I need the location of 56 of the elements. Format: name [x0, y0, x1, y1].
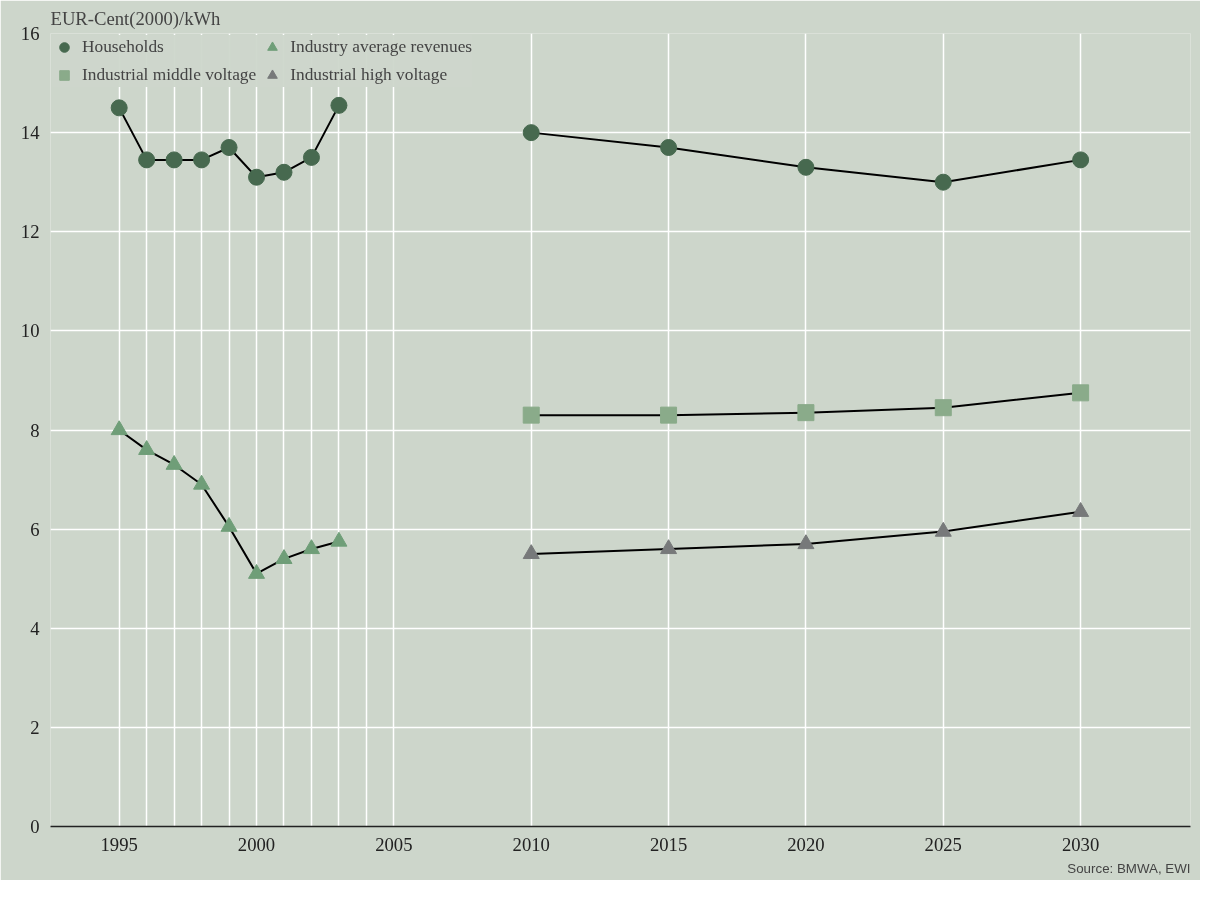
y-axis-title: EUR-Cent(2000)/kWh: [50, 7, 222, 30]
point: [1072, 502, 1090, 517]
x-tick-label: 2020: [787, 833, 825, 855]
source-note: Source: BMWA, EWI: [1067, 860, 1191, 876]
point: [165, 151, 183, 169]
legend-label: Households: [82, 37, 164, 57]
point: [138, 151, 156, 169]
point: [797, 158, 815, 176]
y-tick-label: 10: [20, 320, 40, 342]
point: [302, 148, 320, 166]
legend-label: Industrial middle voltage: [82, 65, 257, 85]
y-tick-label: 12: [20, 221, 40, 243]
y-tick-label: 4: [30, 617, 41, 639]
point: [522, 544, 540, 560]
point: [165, 454, 183, 470]
point: [522, 406, 540, 424]
legend-label: Industrial high voltage: [290, 65, 448, 85]
point: [330, 531, 348, 547]
x-tick-label: 2005: [375, 833, 413, 855]
point: [934, 399, 952, 417]
point: [1072, 384, 1090, 402]
point: [193, 474, 211, 490]
point: [138, 440, 156, 455]
point: [110, 99, 128, 117]
point: [220, 139, 238, 156]
point: [330, 96, 348, 114]
point: [660, 406, 678, 424]
y-tick-label: 16: [20, 23, 40, 44]
point: [660, 539, 678, 555]
x-tick-label: 2000: [237, 833, 276, 855]
point: [193, 151, 211, 169]
point: [797, 404, 815, 422]
x-tick-label: 2030: [1061, 833, 1100, 855]
y-tick-label: 6: [30, 518, 40, 540]
point: [248, 563, 266, 579]
point: [248, 168, 266, 186]
y-tick-label: 2: [30, 716, 40, 738]
y-tick-label: 0: [30, 816, 40, 837]
point: [934, 173, 952, 191]
y-tick-label: 8: [30, 419, 40, 441]
point: [1072, 151, 1090, 169]
point: [220, 516, 238, 532]
point: [302, 539, 320, 555]
legend-label: Industry average revenues: [290, 37, 473, 57]
point: [275, 163, 293, 181]
point: [660, 139, 678, 156]
point: [934, 521, 952, 537]
point: [275, 549, 293, 564]
point: [110, 420, 128, 436]
point: [797, 534, 815, 550]
x-tick-label: 2015: [649, 833, 688, 855]
x-tick-label: 1995: [100, 833, 138, 855]
point: [522, 124, 540, 142]
x-tick-label: 2025: [924, 833, 962, 855]
y-tick-label: 14: [20, 122, 41, 144]
x-tick-label: 2010: [512, 833, 550, 855]
